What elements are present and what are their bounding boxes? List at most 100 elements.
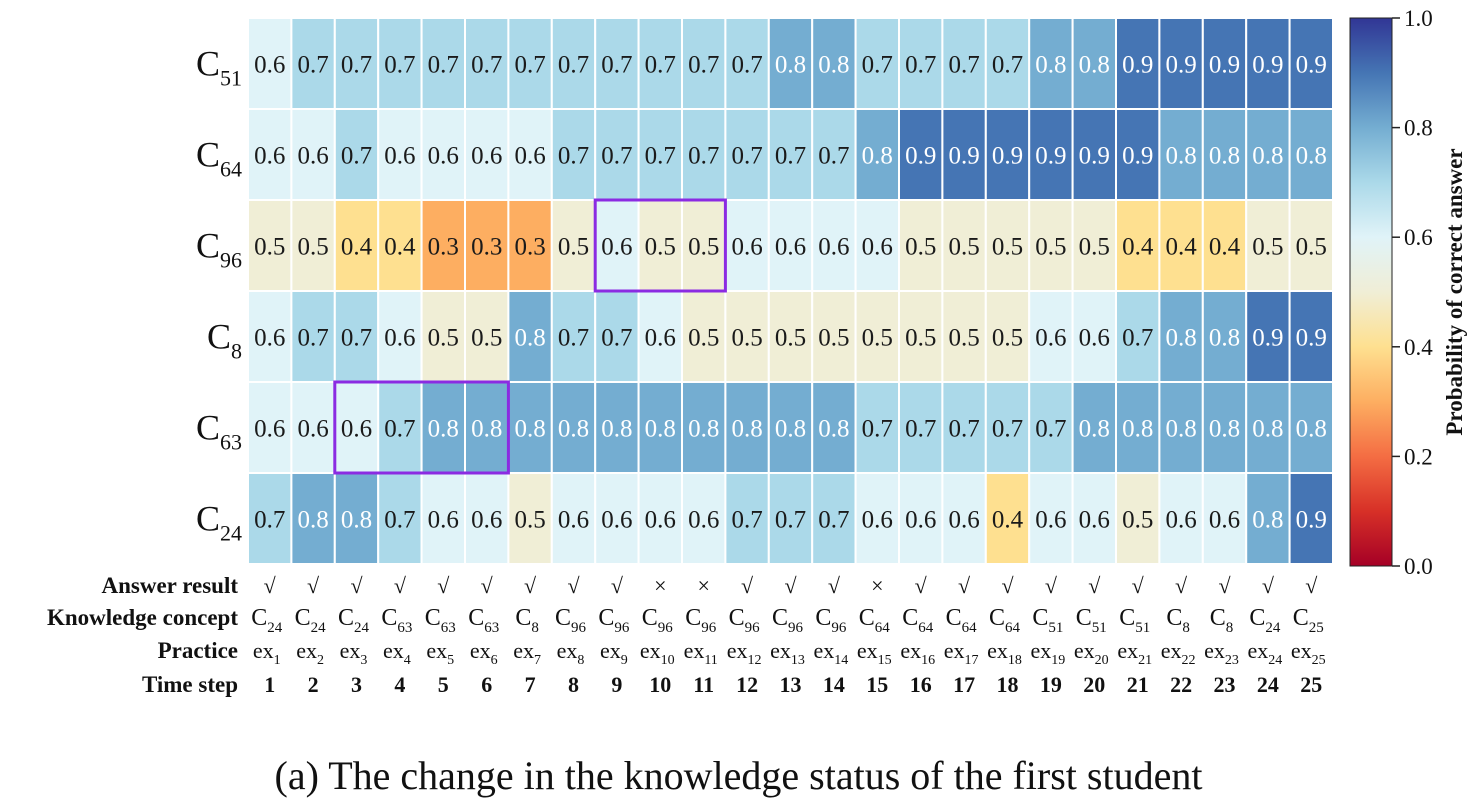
cell-value-label: 0.5 bbox=[948, 325, 979, 352]
practice-tick: ex23 bbox=[1204, 638, 1239, 668]
knowledge-concept-tick: C8 bbox=[1166, 605, 1190, 636]
heatmap-cell bbox=[290, 108, 336, 201]
heatmap-cell bbox=[594, 199, 640, 292]
heatmap-cell bbox=[898, 290, 944, 383]
knowledge-concept-tick: C96 bbox=[685, 605, 717, 636]
knowledge-concept-tick: C51 bbox=[1076, 605, 1107, 636]
heatmap-cell bbox=[1115, 108, 1161, 201]
heatmap-cell bbox=[1201, 381, 1248, 474]
heatmap-cell bbox=[1288, 381, 1334, 474]
cell-value-label: 0.5 bbox=[905, 325, 936, 352]
knowledge-concept-tick: C24 bbox=[295, 605, 327, 636]
practice-tick: ex18 bbox=[987, 638, 1022, 668]
cell-value-label: 0.6 bbox=[297, 143, 328, 170]
cell-value-label: 0.6 bbox=[905, 507, 936, 534]
cell-value-label: 0.7 bbox=[297, 52, 328, 79]
heatmap-cell bbox=[637, 381, 683, 474]
colorbar-tick-label: 0.6 bbox=[1404, 225, 1433, 250]
cell-value-label: 0.8 bbox=[1165, 325, 1196, 352]
heatmap-cell bbox=[811, 17, 857, 110]
cell-value-label: 0.8 bbox=[514, 325, 545, 352]
time-step-tick: 18 bbox=[997, 672, 1019, 697]
answer-result-mark: √ bbox=[741, 573, 754, 598]
colorbar bbox=[1349, 17, 1393, 567]
heatmap-cell bbox=[1115, 381, 1161, 474]
cell-value-label: 0.5 bbox=[992, 325, 1023, 352]
heatmap-cell bbox=[247, 17, 293, 110]
heatmap-cell bbox=[1158, 108, 1204, 201]
knowledge-concept-tick: C63 bbox=[381, 605, 412, 636]
answer-result-mark: √ bbox=[958, 573, 971, 598]
cell-value-label: 0.7 bbox=[948, 52, 979, 79]
heatmap-cell bbox=[1245, 472, 1291, 565]
cell-value-label: 0.8 bbox=[601, 416, 632, 443]
heatmap-cell bbox=[1201, 199, 1248, 292]
heatmap-cell bbox=[984, 199, 1031, 292]
heatmap-cell bbox=[247, 199, 293, 292]
row-label: C63 bbox=[196, 408, 242, 455]
practice-tick: ex2 bbox=[296, 638, 324, 668]
answer-result-mark: √ bbox=[1088, 573, 1101, 598]
heatmap-cell bbox=[1158, 199, 1204, 292]
cell-value-label: 0.7 bbox=[558, 325, 589, 352]
cell-value-label: 0.7 bbox=[1035, 416, 1066, 443]
cell-value-label: 0.7 bbox=[384, 416, 415, 443]
cell-value-label: 0.8 bbox=[1296, 143, 1327, 170]
practice-tick: ex12 bbox=[727, 638, 762, 668]
cell-value-label: 0.5 bbox=[1035, 234, 1066, 261]
cell-value-label: 0.6 bbox=[341, 416, 372, 443]
cell-value-label: 0.6 bbox=[254, 143, 285, 170]
heatmap-chart: 0.6 0.7 0.7 0.7 0.7 0.7 0.7 0.7 0.7 0.7 0.7 0.7 0.8 0… bbox=[47, 6, 1467, 697]
cell-value-label: 0.8 bbox=[1209, 143, 1240, 170]
heatmap-cell bbox=[1028, 17, 1074, 110]
heatmap-cell bbox=[420, 472, 467, 565]
cell-value-label: 0.7 bbox=[384, 507, 415, 534]
cell-value-label: 0.8 bbox=[1209, 325, 1240, 352]
knowledge-concept-tick: C96 bbox=[729, 605, 761, 636]
cell-value-label: 0.5 bbox=[1252, 234, 1283, 261]
cell-value-label: 0.4 bbox=[384, 234, 416, 261]
answer-result-mark: √ bbox=[915, 573, 928, 598]
knowledge-concept-tick: C96 bbox=[772, 605, 804, 636]
answer-result-mark: × bbox=[697, 573, 709, 598]
cell-value-label: 0.5 bbox=[818, 325, 849, 352]
cell-value-label: 0.4 bbox=[1209, 234, 1241, 261]
practice-tick: ex21 bbox=[1117, 638, 1152, 668]
heatmap-cell bbox=[724, 108, 770, 201]
answer-result-mark: √ bbox=[784, 573, 797, 598]
heatmap-cell bbox=[507, 472, 553, 565]
time-step-tick: 2 bbox=[308, 672, 319, 697]
time-step-tick: 6 bbox=[481, 672, 492, 697]
time-step-tick: 20 bbox=[1083, 672, 1105, 697]
cell-value-label: 0.8 bbox=[1165, 416, 1196, 443]
practice-tick: ex15 bbox=[857, 638, 892, 668]
row-label: C51 bbox=[196, 44, 242, 91]
answer-result-mark: √ bbox=[828, 573, 841, 598]
cell-value-label: 0.6 bbox=[514, 143, 545, 170]
heatmap-cell bbox=[1071, 290, 1117, 383]
knowledge-concept-tick: C96 bbox=[555, 605, 587, 636]
cell-value-label: 0.5 bbox=[688, 325, 719, 352]
time-step-tick: 14 bbox=[823, 672, 845, 697]
practice-tick: ex13 bbox=[770, 638, 805, 668]
cell-value-label: 0.9 bbox=[1035, 143, 1066, 170]
cell-value-label: 0.7 bbox=[514, 52, 545, 79]
time-step-tick: 9 bbox=[611, 672, 622, 697]
answer-result-mark: √ bbox=[1218, 573, 1231, 598]
heatmap-cell bbox=[1071, 17, 1117, 110]
knowledge-concept-tick: C96 bbox=[815, 605, 847, 636]
heatmap-cell bbox=[290, 290, 336, 383]
cell-value-label: 0.8 bbox=[1296, 416, 1327, 443]
cell-value-label: 0.6 bbox=[1079, 325, 1110, 352]
time-step-tick: 17 bbox=[953, 672, 975, 697]
time-step-tick: 1 bbox=[264, 672, 275, 697]
cell-value-label: 0.8 bbox=[688, 416, 719, 443]
cell-value-label: 0.6 bbox=[428, 143, 459, 170]
cell-value-label: 0.9 bbox=[1252, 52, 1283, 79]
cell-value-label: 0.8 bbox=[471, 416, 502, 443]
knowledge-concept-tick: C63 bbox=[425, 605, 456, 636]
cell-value-label: 0.8 bbox=[297, 507, 328, 534]
cell-value-label: 0.7 bbox=[471, 52, 502, 79]
cell-value-label: 0.5 bbox=[775, 325, 806, 352]
heatmap-cell bbox=[1201, 472, 1248, 565]
